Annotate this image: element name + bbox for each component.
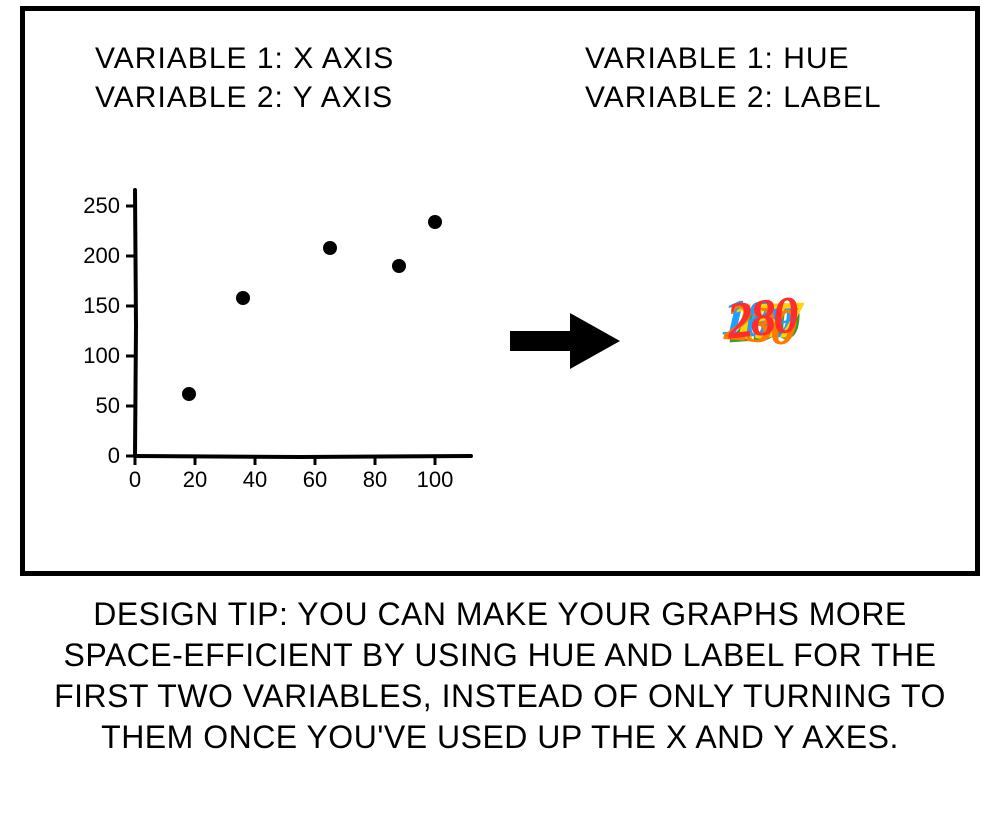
svg-text:150: 150	[83, 293, 120, 318]
right-header-line1: VARIABLE 1: HUE	[585, 39, 882, 78]
hue-blob-layer: 280	[724, 290, 798, 349]
arrow-icon	[505, 301, 625, 381]
svg-text:100: 100	[417, 467, 454, 492]
svg-text:60: 60	[303, 467, 327, 492]
svg-text:100: 100	[83, 343, 120, 368]
svg-text:40: 40	[243, 467, 267, 492]
right-header: VARIABLE 1: HUE VARIABLE 2: LABEL	[585, 39, 882, 117]
right-header-line2: VARIABLE 2: LABEL	[585, 78, 882, 117]
comic-panel: VARIABLE 1: X AXIS VARIABLE 2: Y AXIS VA…	[20, 6, 980, 576]
svg-text:0: 0	[129, 467, 141, 492]
hue-label-blob: 250189157230280	[725, 296, 865, 366]
caption-text: DESIGN TIP: YOU CAN MAKE YOUR GRAPHS MOR…	[30, 594, 970, 758]
scatter-svg: 0 50 100 150 200 250 0 20 40 60 80 100	[85, 186, 465, 506]
svg-text:80: 80	[363, 467, 387, 492]
left-header: VARIABLE 1: X AXIS VARIABLE 2: Y AXIS	[95, 39, 394, 117]
svg-text:0: 0	[108, 443, 120, 468]
svg-text:250: 250	[83, 193, 120, 218]
left-header-line1: VARIABLE 1: X AXIS	[95, 39, 394, 78]
svg-text:20: 20	[183, 467, 207, 492]
svg-text:50: 50	[96, 393, 120, 418]
scatter-chart: 0 50 100 150 200 250 0 20 40 60 80 100	[85, 186, 465, 506]
svg-text:200: 200	[83, 243, 120, 268]
left-header-line2: VARIABLE 2: Y AXIS	[95, 78, 394, 117]
